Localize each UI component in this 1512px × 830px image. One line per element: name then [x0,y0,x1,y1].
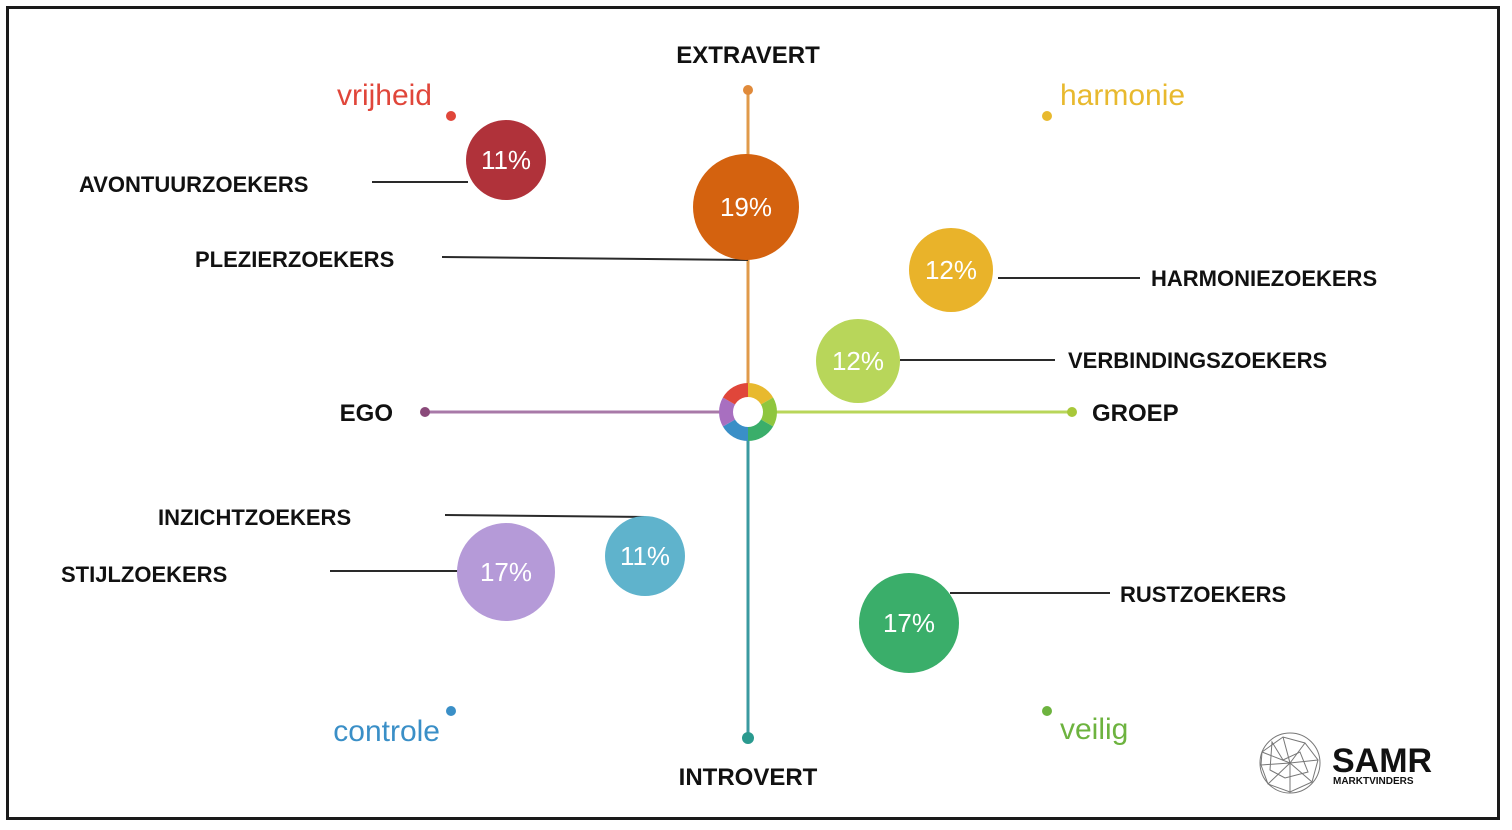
axis-label-right: GROEP [1092,400,1179,427]
bubble-stijlzoekers [457,523,555,621]
segment-bubble-verbindingszoekers: 12% [816,319,900,403]
corner-label-top-right: harmonie [1060,79,1185,112]
segment-bubble-avontuurzoekers: 11% [466,120,546,200]
percent-stijlzoekers: 17% [480,557,532,587]
bubble-plezierzoekers [693,154,799,260]
leader-lines [330,181,1140,594]
logo-title: SAMR [1332,742,1432,780]
bubble-harmoniezoekers [909,228,993,312]
label-harmoniezoekers: HARMONIEZOEKERS [1151,266,1377,291]
label-verbindingszoekers: VERBINDINGSZOEKERS [1068,348,1327,373]
segment-bubble-harmoniezoekers: 12% [909,228,993,312]
percent-avontuurzoekers: 11% [481,145,531,175]
segment-bubble-inzichtzoekers: 11% [605,516,685,596]
axis-label-left: EGO [340,400,393,427]
globe-mesh-icon [1259,732,1321,794]
segment-bubble-rustzoekers: 17% [859,573,959,673]
samr-logo: SAMR MARKTVINDERS [1259,732,1432,794]
percent-plezierzoekers: 19% [720,192,772,222]
percent-rustzoekers: 17% [883,608,935,638]
label-avontuurzoekers: AVONTUURZOEKERS [79,172,308,197]
axis-label-top: EXTRAVERT [676,42,820,69]
segment-bubble-plezierzoekers: 19% [693,154,799,260]
bubble-verbindingszoekers [816,319,900,403]
percent-verbindingszoekers: 12% [832,346,884,376]
corner-label-top-left: vrijheid [337,79,432,112]
label-inzichtzoekers: INZICHTZOEKERS [158,505,351,530]
corner-label-bottom-left: controle [333,715,440,748]
percent-inzichtzoekers: 11% [620,541,670,571]
label-rustzoekers: RUSTZOEKERS [1120,582,1286,607]
label-plezierzoekers: PLEZIERZOEKERS [195,247,394,272]
label-stijlzoekers: STIJLZOEKERS [61,562,227,587]
bubble-avontuurzoekers [466,120,546,200]
center-color-wheel-icon [719,383,777,441]
bubble-rustzoekers [859,573,959,673]
axis-label-bottom: INTROVERT [679,764,818,791]
bubble-inzichtzoekers [605,516,685,596]
corner-label-bottom-right: veilig [1060,713,1128,746]
logo-subtitle: MARKTVINDERS [1333,776,1414,787]
percent-harmoniezoekers: 12% [925,255,977,285]
segment-bubble-stijlzoekers: 17% [457,523,555,621]
